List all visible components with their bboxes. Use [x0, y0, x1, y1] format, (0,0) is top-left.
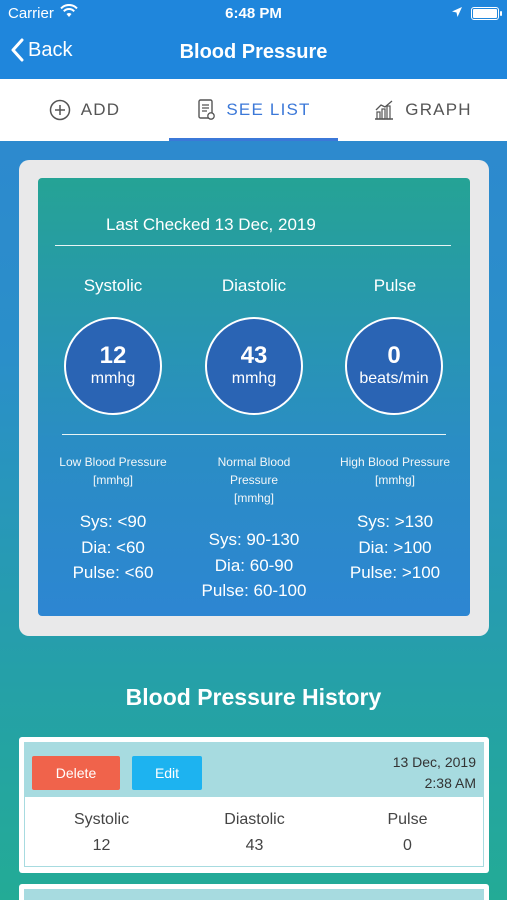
chevron-left-icon: [11, 38, 24, 62]
range-value: Sys: >130: [356, 512, 434, 531]
history-entry-card: [19, 884, 489, 900]
diastolic-value: 43: [240, 342, 268, 369]
pulse-unit: beats/min: [359, 370, 429, 387]
diastolic-label: Diastolic: [221, 276, 287, 295]
tab-graph-label: GRAPH: [405, 100, 472, 119]
history-col-value: 43: [245, 837, 264, 854]
history-title: Blood Pressure History: [125, 684, 382, 710]
tab-see-list-label: SEE LIST: [226, 100, 311, 119]
range-value: Sys: <90: [79, 512, 147, 531]
edit-button[interactable]: Edit: [132, 756, 202, 790]
high-bp-values: Sys: >130 Dia: >100 Pulse: >100: [323, 509, 467, 586]
low-bp-values: Sys: <90 Dia: <60 Pulse: <60: [41, 509, 185, 586]
history-col-value: 0: [403, 837, 412, 854]
history-col-label: Diastolic: [224, 811, 285, 828]
divider: [62, 434, 446, 435]
back-label: Back: [28, 38, 73, 61]
tab-graph[interactable]: GRAPH: [338, 79, 507, 141]
battery-icon: [471, 7, 502, 20]
history-diastolic: Diastolic 43: [178, 807, 331, 859]
normal-bp-values: Sys: 90-130 Dia: 60-90 Pulse: 60-100: [182, 527, 326, 604]
diastolic-unit: mmhg: [231, 370, 277, 387]
range-heading-line: [mmhg]: [374, 473, 415, 487]
high-bp-heading: High Blood Pressure [mmhg]: [330, 453, 460, 489]
range-value: Dia: <60: [81, 537, 145, 557]
systolic-value-circle: 12 mmhg: [64, 317, 162, 415]
range-heading-line: Normal Blood: [217, 455, 291, 469]
history-entry-card: Delete Edit 13 Dec, 2019 2:38 AM Systoli…: [19, 737, 489, 873]
range-value: Pulse: >100: [349, 563, 441, 582]
tab-add[interactable]: ADD: [0, 79, 169, 141]
history-col-label: Pulse: [387, 811, 428, 828]
tab-bar: ADD SEE LIST GRAPH: [0, 79, 507, 141]
history-col-label: Systolic: [73, 811, 130, 828]
plus-circle-icon: [49, 99, 70, 121]
range-heading-line: Pressure: [229, 473, 279, 487]
status-bar: Carrier 6:48 PM: [0, 0, 507, 28]
tab-add-label: ADD: [80, 100, 121, 119]
range-value: Dia: 60-90: [214, 555, 294, 575]
pulse-value-circle: 0 beats/min: [345, 317, 443, 415]
diastolic-value-circle: 43 mmhg: [205, 317, 303, 415]
delete-button[interactable]: Delete: [32, 756, 120, 790]
history-entry-time: 2:38 AM: [424, 775, 476, 791]
summary-card: Last Checked 13 Dec, 2019 Systolic Diast…: [19, 160, 489, 636]
history-entry-header: Delete Edit 13 Dec, 2019 2:38 AM: [24, 742, 484, 797]
history-entry-header: [24, 889, 484, 900]
wifi-icon: [60, 4, 78, 22]
systolic-unit: mmhg: [90, 370, 136, 387]
summary-panel: Last Checked 13 Dec, 2019 Systolic Diast…: [38, 178, 470, 616]
range-value: Pulse: <60: [72, 563, 154, 582]
back-button[interactable]: Back: [10, 38, 72, 62]
pulse-value: 0: [387, 342, 401, 369]
range-value: Sys: 90-130: [208, 530, 300, 549]
low-bp-heading: Low Blood Pressure [mmhg]: [48, 453, 178, 489]
range-heading-line: Low Blood Pressure: [59, 455, 167, 469]
history-systolic: Systolic 12: [25, 807, 178, 859]
divider: [55, 245, 451, 246]
normal-bp-heading: Normal Blood Pressure [mmhg]: [189, 453, 319, 507]
history-entry-date: 13 Dec, 2019: [392, 754, 476, 770]
history-entry-values: Systolic 12 Diastolic 43 Pulse 0: [24, 797, 484, 867]
history-col-value: 12: [92, 837, 111, 854]
location-arrow-icon: [451, 5, 463, 22]
history-entry-datetime: 13 Dec, 2019 2:38 AM: [393, 752, 476, 794]
history-pulse: Pulse 0: [331, 807, 484, 859]
range-heading-line: [mmhg]: [92, 473, 133, 487]
tab-see-list[interactable]: SEE LIST: [169, 79, 338, 141]
range-value: Pulse: 60-100: [201, 581, 307, 600]
page-title: Blood Pressure: [179, 41, 328, 63]
systolic-label: Systolic: [83, 276, 143, 295]
pulse-label: Pulse: [373, 276, 417, 295]
range-value: Dia: >100: [358, 537, 432, 557]
status-time: 6:48 PM: [225, 5, 282, 22]
range-heading-line: [mmhg]: [233, 491, 274, 505]
navigation-bar: Back Blood Pressure: [0, 28, 507, 79]
graph-icon: [375, 100, 394, 120]
range-heading-line: High Blood Pressure: [339, 455, 451, 469]
top-bar: Carrier 6:48 PM Back Blood Pressure: [0, 0, 507, 79]
last-checked-text: Last Checked 13 Dec, 2019: [106, 215, 316, 234]
systolic-value: 12: [99, 342, 127, 369]
carrier-label: Carrier: [8, 5, 54, 22]
list-document-icon: [198, 99, 216, 120]
